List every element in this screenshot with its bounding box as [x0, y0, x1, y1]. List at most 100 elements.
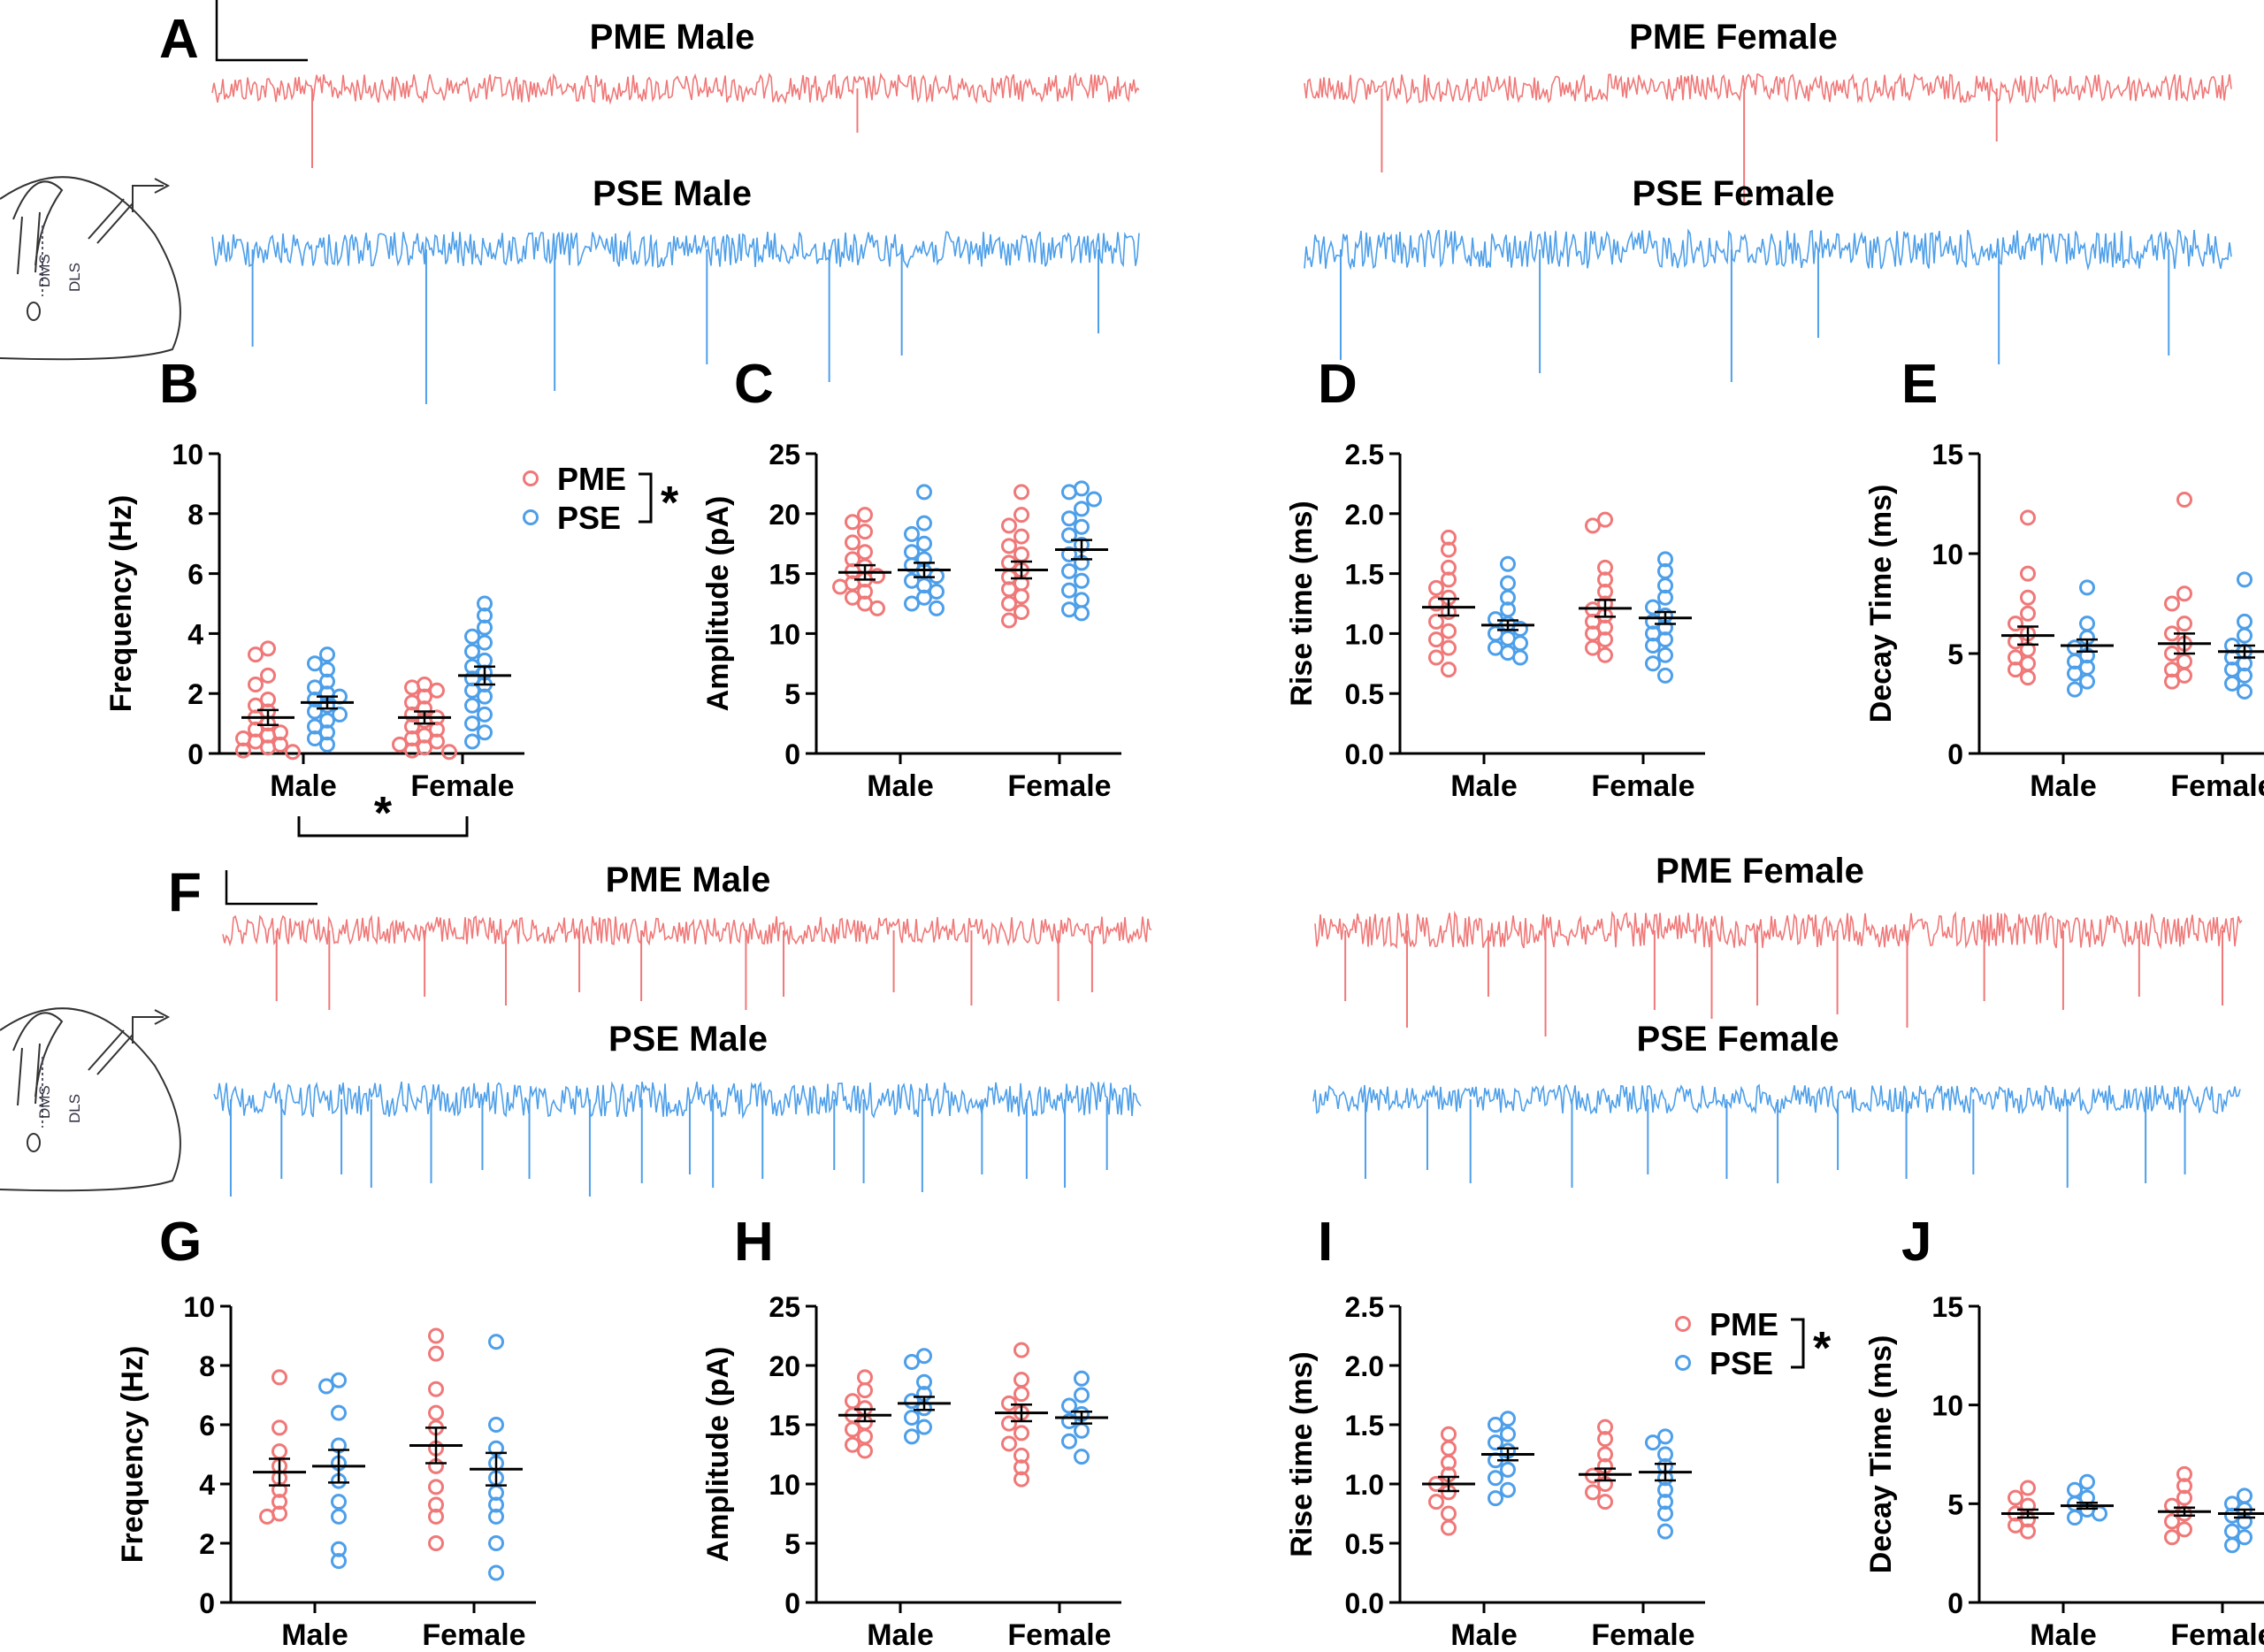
- data-point: [1428, 579, 1444, 596]
- data-point: [1645, 655, 1661, 672]
- x-tick-label: Male: [1450, 1618, 1518, 1652]
- chart-i: 0.0 0.5 1.0 1.5 2.0 2.5 Rise time (ms) Male Fema…: [1285, 1291, 1832, 1652]
- data-point: [2237, 1529, 2253, 1546]
- data-point: [428, 1380, 444, 1397]
- data-point: [2176, 1465, 2192, 1482]
- data-point: [1657, 589, 1673, 606]
- data-point: [845, 514, 860, 531]
- data-point: [1441, 1454, 1457, 1471]
- y-tick-label: 1.0: [1345, 1469, 1384, 1501]
- y-tick-label: 2.5: [1345, 439, 1384, 470]
- y-tick-label: 15: [1931, 1291, 1963, 1323]
- data-point: [331, 1404, 347, 1421]
- y-axis-label: Rise time (ms): [1285, 501, 1319, 706]
- sex-effect-significance: *: [374, 788, 393, 839]
- data-point: [2067, 665, 2083, 682]
- trace-f-pse-left: PSE Male: [213, 1020, 1142, 1197]
- data-point: [488, 1535, 504, 1551]
- data-point: [904, 1409, 920, 1426]
- data-point: [488, 1508, 504, 1525]
- trace-noise: [1304, 228, 2232, 272]
- data-point: [2164, 595, 2180, 612]
- y-tick-label: 25: [769, 1291, 800, 1323]
- data-point: [2020, 669, 2036, 686]
- data-point: [916, 535, 932, 552]
- chart-d: 0.0 0.5 1.0 1.5 2.0 2.5 Rise time (ms) Male Fema…: [1285, 439, 1705, 803]
- data-point: [1597, 1446, 1613, 1463]
- data-point: [331, 1553, 347, 1570]
- data-point: [1657, 646, 1673, 663]
- data-point: [2020, 589, 2036, 606]
- data-point: [1441, 662, 1457, 678]
- data-point: [1597, 1419, 1613, 1435]
- data-point: [464, 697, 480, 714]
- data-point: [2079, 579, 2095, 596]
- pipette: [88, 198, 134, 244]
- data-point: [857, 1382, 873, 1399]
- data-point: [2224, 1507, 2240, 1524]
- x-tick-label: Female: [2170, 769, 2264, 803]
- trace-f-pse-right: PSE Female: [1312, 1020, 2241, 1188]
- data-point: [428, 1345, 444, 1362]
- data-point: [331, 1372, 347, 1388]
- data-point: [857, 507, 873, 524]
- legend-bracket: [1791, 1318, 1805, 1369]
- data-point: [1585, 639, 1601, 656]
- data-point: [1500, 1411, 1516, 1427]
- trace-title: PME Female: [1629, 18, 1838, 57]
- data-point: [1061, 546, 1077, 562]
- data-point: [1061, 510, 1077, 527]
- data-point: [1013, 1342, 1029, 1358]
- striatum-edge: [17, 211, 41, 275]
- panel-letter-j: J: [1901, 1212, 1931, 1273]
- data-point: [845, 1421, 860, 1438]
- data-point: [1086, 491, 1102, 508]
- data-point: [1001, 538, 1017, 554]
- data-point: [916, 484, 932, 501]
- legend-label: PME: [1709, 1306, 1778, 1342]
- data-point: [464, 643, 480, 660]
- panel-letter-c: C: [734, 354, 774, 415]
- data-point: [272, 1419, 287, 1436]
- y-tick-label: 8: [199, 1350, 215, 1382]
- data-point: [2237, 571, 2253, 588]
- data-point: [1597, 631, 1613, 648]
- data-point: [260, 640, 276, 657]
- x-tick-label: Male: [2030, 1618, 2097, 1652]
- y-tick-label: 6: [199, 1410, 215, 1442]
- insets-layer: DMS DLS DMS DLS: [0, 176, 181, 1192]
- trace-a-pme-right: PME Female: [1304, 18, 2232, 203]
- data-point: [319, 736, 335, 753]
- data-point: [2020, 565, 2036, 582]
- panel-letter-h: H: [734, 1212, 774, 1273]
- y-tick-label: 8: [187, 499, 203, 531]
- data-point: [832, 578, 848, 595]
- data-point: [429, 682, 445, 699]
- trace-noise: [222, 914, 1152, 947]
- y-tick-label: 6: [187, 559, 203, 591]
- data-point: [464, 715, 480, 732]
- data-point: [2020, 1480, 2036, 1496]
- y-tick-label: 0.0: [1345, 738, 1384, 770]
- trace-noise: [1314, 910, 2243, 950]
- dms-label: DMS: [36, 254, 53, 287]
- y-tick-label: 20: [769, 499, 800, 531]
- data-point: [1488, 1434, 1503, 1451]
- x-tick-label: Female: [2170, 1618, 2264, 1652]
- data-point: [428, 1535, 444, 1551]
- trace-noise: [213, 1081, 1142, 1120]
- legend-marker: [1675, 1316, 1691, 1332]
- data-point: [1061, 1412, 1077, 1429]
- x-tick-label: Female: [422, 1618, 525, 1652]
- y-tick-label: 5: [1947, 639, 1963, 670]
- data-point: [307, 655, 323, 672]
- data-point: [1500, 1426, 1516, 1442]
- data-point: [477, 724, 493, 741]
- stim-electrode: [132, 178, 171, 212]
- y-axis-label: Rise time (ms): [1285, 1351, 1319, 1556]
- brain-slice-inset-1: DMS DLS: [0, 176, 181, 361]
- data-point: [1657, 1505, 1673, 1522]
- data-point: [1585, 1484, 1601, 1501]
- traces-layer: PME Male PME Female PSE Male PSE Female PME …: [211, 0, 2243, 1197]
